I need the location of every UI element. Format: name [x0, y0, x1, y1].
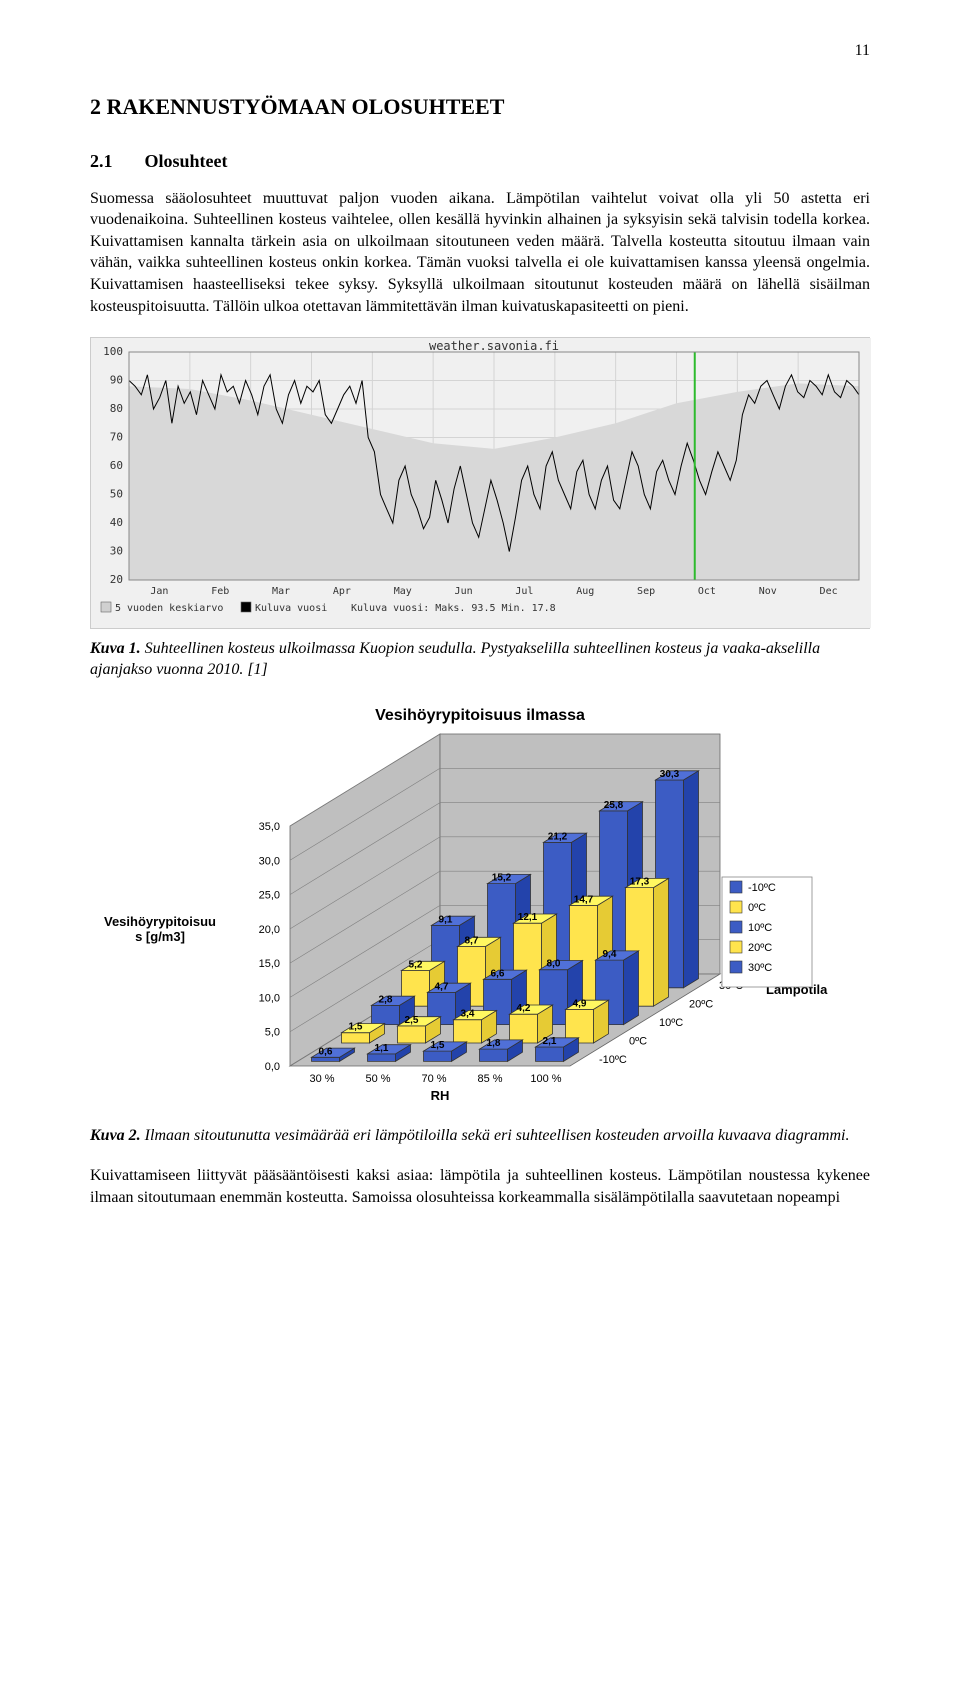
svg-text:5,0: 5,0	[265, 1027, 280, 1039]
svg-text:Vesihöyrypitoisuu: Vesihöyrypitoisuu	[104, 914, 216, 929]
svg-text:17,3: 17,3	[630, 877, 650, 888]
svg-text:12,1: 12,1	[518, 913, 538, 924]
svg-text:8,0: 8,0	[547, 959, 561, 970]
vapor-chart: Vesihöyrypitoisuus ilmassa 0,0 5,0 10,0 15,…	[90, 699, 870, 1117]
svg-text:20ºC: 20ºC	[748, 942, 772, 954]
svg-text:70 %: 70 %	[421, 1073, 446, 1085]
svg-text:50 %: 50 %	[365, 1073, 390, 1085]
svg-text:9,1: 9,1	[439, 915, 453, 926]
svg-text:80: 80	[110, 402, 123, 415]
svg-text:2,8: 2,8	[379, 995, 393, 1006]
svg-text:-10ºC: -10ºC	[599, 1054, 627, 1066]
svg-text:1,5: 1,5	[431, 1040, 445, 1051]
heading-sub: 2.1 Olosuhteet	[90, 149, 870, 173]
caption-1-rest: Suhteellinen kosteus ulkoilmassa Kuopion…	[90, 640, 820, 678]
svg-text:15,0: 15,0	[259, 958, 280, 970]
svg-text:4,7: 4,7	[435, 982, 449, 993]
heading-sub-num: 2.1	[90, 149, 140, 173]
svg-text:Aug: Aug	[576, 586, 594, 597]
svg-text:May: May	[394, 586, 412, 597]
svg-text:Sep: Sep	[637, 586, 655, 597]
caption-1: Kuva 1. Suhteellinen kosteus ulkoilmassa…	[90, 639, 870, 681]
svg-text:Jan: Jan	[150, 586, 168, 597]
svg-text:35,0: 35,0	[259, 821, 280, 833]
svg-text:85 %: 85 %	[477, 1073, 502, 1085]
svg-text:Dec: Dec	[820, 586, 838, 597]
svg-text:30: 30	[110, 545, 123, 558]
svg-text:5,2: 5,2	[409, 960, 423, 971]
svg-text:0,6: 0,6	[319, 1047, 333, 1058]
svg-text:Kuluva vuosi: Kuluva vuosi	[255, 603, 327, 614]
svg-text:Mar: Mar	[272, 586, 290, 597]
svg-text:1,1: 1,1	[375, 1043, 389, 1054]
svg-text:14,7: 14,7	[574, 895, 594, 906]
svg-text:1,8: 1,8	[487, 1038, 501, 1049]
svg-text:50: 50	[110, 488, 123, 501]
caption-1-bold: Kuva 1.	[90, 640, 141, 657]
paragraph-1: Suomessa sääolosuhteet muuttuvat paljon …	[90, 188, 870, 318]
svg-text:Feb: Feb	[211, 586, 229, 597]
svg-text:21,2: 21,2	[548, 832, 568, 843]
svg-text:0ºC: 0ºC	[748, 902, 766, 914]
humidity-chart: 20 30 40 50 60 70 80 90 100 Jan Feb Mar Apr May Jun Jul…	[90, 337, 870, 629]
caption-2: Kuva 2. Ilmaan sitoutunutta vesimäärää e…	[90, 1126, 870, 1147]
caption-2-bold: Kuva 2.	[90, 1127, 141, 1144]
svg-text:weather.savonia.fi: weather.savonia.fi	[429, 339, 559, 353]
svg-text:2,1: 2,1	[543, 1036, 557, 1047]
svg-text:10,0: 10,0	[259, 993, 280, 1005]
svg-text:8,7: 8,7	[465, 936, 479, 947]
svg-text:Jun: Jun	[455, 586, 473, 597]
svg-text:30,0: 30,0	[259, 856, 280, 868]
svg-text:15,2: 15,2	[492, 873, 512, 884]
svg-text:Nov: Nov	[759, 586, 777, 597]
svg-text:60: 60	[110, 459, 123, 472]
svg-text:20ºC: 20ºC	[689, 999, 713, 1011]
svg-text:25,0: 25,0	[259, 890, 280, 902]
svg-text:100: 100	[103, 345, 123, 358]
svg-text:Jul: Jul	[515, 586, 533, 597]
svg-text:4,9: 4,9	[573, 999, 587, 1010]
svg-text:Apr: Apr	[333, 586, 351, 597]
svg-text:s [g/m3]: s [g/m3]	[135, 929, 185, 944]
svg-text:9,4: 9,4	[603, 949, 617, 960]
svg-text:5 vuoden keskiarvo: 5 vuoden keskiarvo	[115, 603, 223, 614]
page-number: 11	[90, 40, 870, 62]
svg-text:Kuluva vuosi: Maks. 93.5 Min: Kuluva vuosi: Maks. 93.5 Min. 17.8	[351, 603, 556, 614]
svg-text:0ºC: 0ºC	[629, 1036, 647, 1048]
svg-text:40: 40	[110, 516, 123, 529]
svg-text:30 %: 30 %	[309, 1073, 334, 1085]
svg-text:6,6: 6,6	[491, 969, 505, 980]
svg-text:2,5: 2,5	[405, 1015, 419, 1026]
svg-text:100 %: 100 %	[530, 1073, 561, 1085]
svg-text:RH: RH	[431, 1088, 450, 1103]
svg-text:30,3: 30,3	[660, 769, 680, 780]
svg-text:90: 90	[110, 374, 123, 387]
humidity-chart-svg: 20 30 40 50 60 70 80 90 100 Jan Feb Mar Apr May Jun Jul…	[91, 338, 871, 628]
svg-text:25,8: 25,8	[604, 800, 624, 811]
svg-text:30ºC: 30ºC	[748, 962, 772, 974]
heading-main: 2 RAKENNUSTYÖMAAN OLOSUHTEET	[90, 92, 870, 122]
heading-sub-title: Olosuhteet	[145, 151, 228, 171]
vapor-chart-svg: 0,0 5,0 10,0 15,0 20,0 25,0 30,0 35,0 Vesihöyryp…	[90, 726, 870, 1116]
svg-text:70: 70	[110, 431, 123, 444]
svg-text:0,0: 0,0	[265, 1061, 280, 1073]
svg-text:20: 20	[110, 573, 123, 586]
svg-text:10ºC: 10ºC	[748, 922, 772, 934]
svg-text:10ºC: 10ºC	[659, 1017, 683, 1029]
caption-2-rest: Ilmaan sitoutunutta vesimäärää eri lämpö…	[141, 1127, 850, 1144]
paragraph-2: Kuivattamiseen liittyvät pääsääntöisesti…	[90, 1165, 870, 1208]
svg-text:1,5: 1,5	[349, 1022, 363, 1033]
svg-text:4,2: 4,2	[517, 1004, 531, 1015]
vapor-chart-title: Vesihöyrypitoisuus ilmassa	[90, 699, 870, 727]
svg-text:Oct: Oct	[698, 586, 716, 597]
svg-text:3,4: 3,4	[461, 1009, 475, 1020]
svg-text:20,0: 20,0	[259, 924, 280, 936]
svg-text:-10ºC: -10ºC	[748, 882, 776, 894]
